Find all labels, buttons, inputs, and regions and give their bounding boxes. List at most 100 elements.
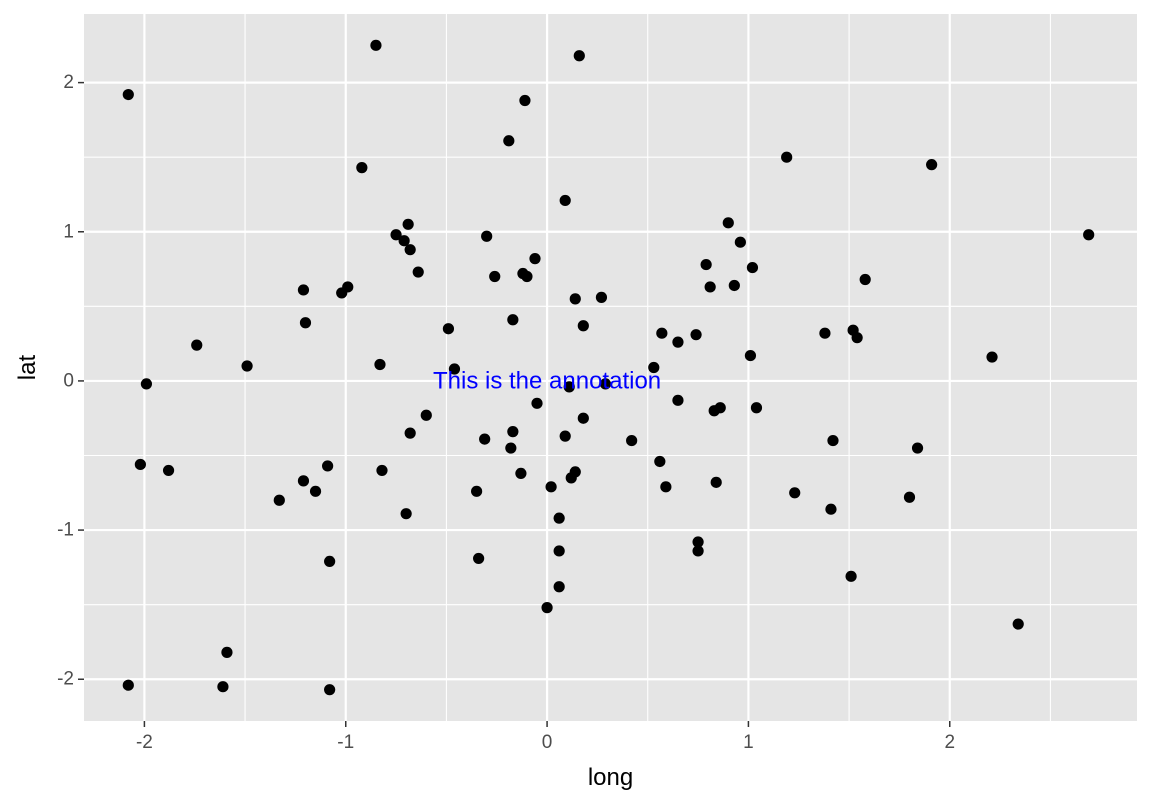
data-point [819,327,831,339]
data-point [1083,229,1095,241]
y-axis-title: lat [14,355,41,381]
annotation-text: This is the annotation [433,367,661,394]
data-point [122,88,134,101]
data-point [553,581,565,593]
data-point [479,433,491,445]
data-point [692,545,704,557]
data-point [744,349,757,362]
data-point [370,39,382,51]
data-point [376,464,388,477]
data-point [390,229,402,241]
data-point [515,467,527,480]
data-point [714,402,726,414]
data-point [519,94,531,107]
data-point [420,409,432,421]
data-point [529,253,541,265]
data-point [507,426,519,438]
data-point [162,464,175,477]
y-tick-label: 1 [63,221,74,242]
data-point [545,481,557,493]
data-point [789,487,801,499]
data-point [507,314,519,326]
data-point [926,159,938,171]
data-point [473,552,485,565]
data-point [503,135,515,147]
x-tick-label: 2 [944,732,955,753]
data-point [565,472,577,484]
data-point [553,512,565,524]
data-point [1012,618,1024,630]
data-point [595,291,608,303]
data-point [402,218,414,230]
data-point [374,358,386,371]
data-point [398,235,410,247]
data-point [309,485,322,497]
data-point [559,194,571,207]
data-point [654,455,666,468]
data-point [442,323,455,335]
data-point [404,427,416,439]
data-point [356,162,368,174]
data-point [746,261,759,274]
data-point [297,475,310,487]
points-layer [122,39,1095,696]
data-point [531,397,543,409]
data-point [559,430,571,442]
x-axis-ticks: -2 -1 0 1 2 [136,721,955,753]
data-point [750,402,763,414]
data-point [710,476,722,488]
x-tick-label: -1 [337,732,354,753]
data-point [217,681,229,693]
data-point [324,555,336,568]
data-point [299,317,312,329]
y-tick-label: -2 [57,669,74,690]
data-point [704,281,716,293]
data-point [722,217,734,229]
x-axis-title: long [588,764,633,791]
data-point [134,458,146,471]
y-tick-label: -1 [57,520,74,541]
data-point [297,284,310,296]
major-gridlines [84,14,1137,721]
data-point [781,151,793,163]
data-point [599,378,612,390]
data-point [481,230,493,242]
data-point [700,258,712,271]
data-point [903,491,916,503]
data-point [412,266,424,278]
data-point [489,270,501,283]
data-point [690,329,702,341]
data-point [728,279,740,292]
data-point [986,351,998,363]
data-point [648,361,660,374]
y-tick-label: 2 [63,72,74,93]
data-point [626,434,638,447]
data-point [851,332,863,344]
data-point [569,293,581,305]
data-point [656,327,668,339]
data-point [336,287,348,299]
data-point [734,236,746,248]
data-point [827,434,839,447]
data-point [471,485,483,497]
data-point [911,442,924,454]
data-point [324,684,336,696]
data-point [404,244,416,256]
data-point [573,50,585,62]
data-point [672,394,684,406]
data-point [448,363,461,375]
data-point [322,460,334,472]
data-point [692,536,704,548]
data-point [140,378,153,390]
plot-panel [84,14,1137,721]
minor-gridlines [84,14,1137,721]
x-tick-label: 1 [743,732,754,753]
data-point [660,481,672,493]
y-axis-ticks: -2 -1 0 1 2 [57,72,84,690]
x-tick-label: -2 [136,732,153,753]
data-point [521,270,533,283]
y-tick-label: 0 [63,370,74,391]
data-point [122,679,134,691]
